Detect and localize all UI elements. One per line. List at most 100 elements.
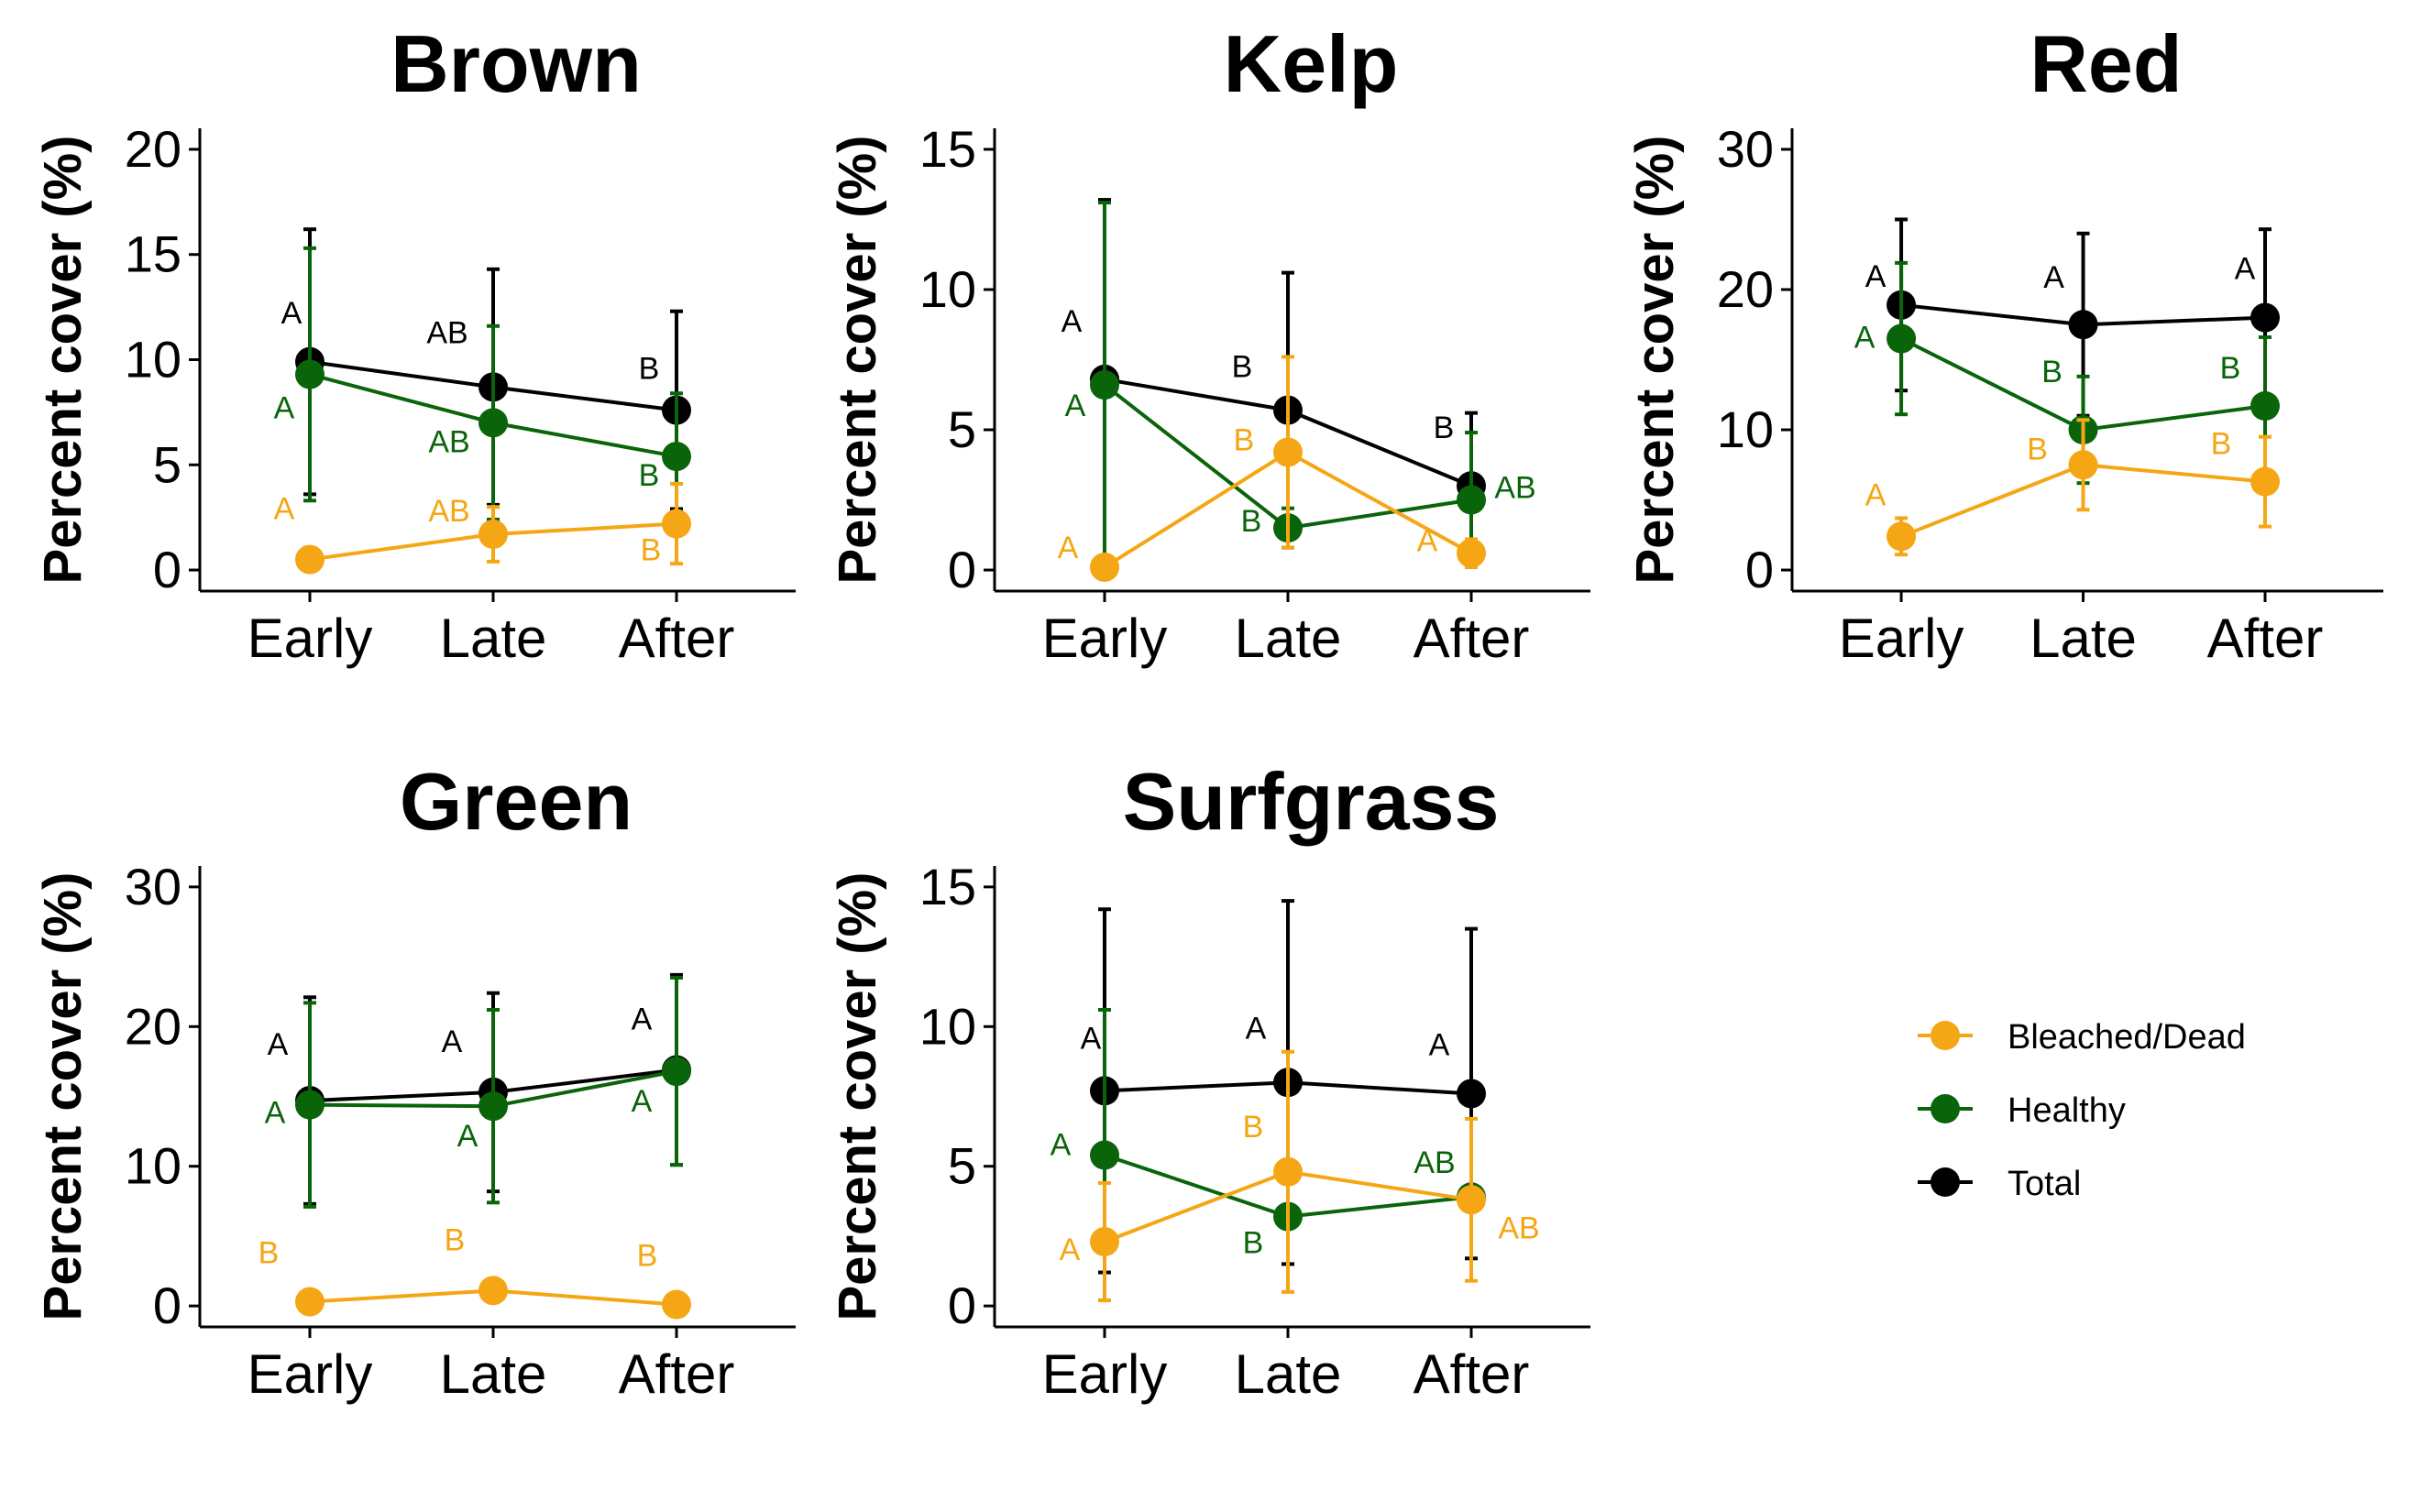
significance-letter: A (274, 391, 295, 426)
significance-letter: B (445, 1222, 466, 1257)
panel-title: Green (400, 756, 632, 847)
legend-item-bleached-dead: Bleached/Dead (1918, 1018, 2246, 1057)
significance-letter: AB (1498, 1211, 1539, 1245)
data-point (662, 509, 691, 539)
series-healthy: A A A (265, 975, 691, 1209)
panel-red: Red Percent cover (%) 0 10 20 30 Early Late Afte… (1625, 18, 2383, 669)
significance-letter: A (442, 1024, 463, 1059)
significance-letter: A (457, 1119, 478, 1154)
y-tick-label: 10 (919, 260, 976, 318)
data-point (2250, 391, 2280, 421)
legend-marker-icon (1930, 1021, 1960, 1050)
data-point (1457, 485, 1486, 515)
x-tick-label: After (2207, 608, 2324, 669)
significance-letter: B (1232, 350, 1253, 385)
significance-letter: B (1243, 1110, 1264, 1145)
significance-letter: B (2211, 427, 2232, 462)
series-bleached-dead: AB AB (1060, 1049, 1540, 1303)
data-point (1090, 1227, 1119, 1257)
significance-letter: A (1065, 389, 1086, 423)
x-tick-label: Late (1235, 608, 1342, 669)
y-tick-label: 0 (1745, 541, 1774, 598)
data-point (2250, 466, 2280, 497)
significance-letter: A (1854, 321, 1876, 356)
legend: Bleached/Dead Healthy Total (1918, 1018, 2246, 1203)
data-point (2250, 302, 2280, 333)
significance-letter: B (2220, 351, 2241, 386)
significance-letter: B (639, 458, 660, 493)
y-axis-label: Percent cover (%) (828, 872, 887, 1321)
series-total: A A A (268, 972, 691, 1206)
significance-letter: AB (428, 494, 469, 529)
significance-letter: B (641, 533, 662, 568)
series-total: A B B (1062, 198, 1486, 561)
data-point (1273, 1156, 1303, 1187)
y-axis-label: Percent cover (%) (33, 136, 93, 585)
significance-letter: B (1234, 423, 1255, 458)
significance-letter: A (632, 1084, 653, 1119)
significance-letter: A (1865, 477, 1886, 512)
significance-letter: B (258, 1236, 280, 1271)
data-point (478, 408, 508, 438)
y-tick-label: 5 (153, 435, 182, 493)
significance-letter: A (1062, 304, 1083, 339)
y-tick-label: 15 (919, 120, 976, 178)
series-bleached-dead: A AB B (274, 481, 691, 575)
panel-title: Surfgrass (1123, 756, 1500, 847)
data-point (295, 544, 324, 575)
y-tick-label: 0 (153, 541, 182, 598)
data-point (1273, 437, 1303, 467)
data-point (1886, 521, 1917, 552)
panel-title: Red (2030, 18, 2182, 109)
series-total: A AB B (281, 227, 691, 511)
y-tick-label: 20 (1717, 260, 1774, 318)
x-tick-label: After (1414, 1343, 1530, 1405)
y-tick-label: 20 (125, 997, 182, 1055)
data-point (1457, 1079, 1486, 1109)
significance-letter: B (1241, 504, 1262, 539)
x-tick-label: After (619, 1343, 735, 1405)
y-tick-label: 10 (919, 997, 976, 1055)
significance-letter: A (268, 1027, 289, 1062)
legend-label: Total (2008, 1165, 2081, 1203)
data-point (478, 520, 508, 550)
panel-brown: Brown Percent cover (%) 0 5 10 15 20 Early Late A… (33, 18, 796, 669)
significance-letter: A (1246, 1011, 1267, 1046)
x-tick-label: Early (248, 608, 373, 669)
y-tick-label: 0 (948, 1276, 976, 1334)
significance-letter: A (274, 492, 295, 527)
significance-letter: A (1417, 524, 1438, 559)
legend-item-total: Total (1918, 1165, 2081, 1203)
y-axis-label: Percent cover (%) (1625, 136, 1685, 585)
data-point (1090, 370, 1119, 400)
x-tick-label: After (1414, 608, 1530, 669)
significance-letter: AB (1414, 1145, 1455, 1180)
data-point (1457, 538, 1486, 568)
series-healthy: A AB B (274, 246, 691, 521)
significance-letter: AB (426, 315, 468, 350)
data-point (1090, 552, 1119, 582)
significance-letter: B (2041, 355, 2062, 389)
significance-letter: AB (428, 424, 469, 459)
y-tick-label: 15 (125, 225, 182, 283)
significance-letter: B (637, 1239, 658, 1274)
legend-marker-icon (1930, 1094, 1960, 1123)
significance-letter: A (2043, 260, 2064, 295)
x-tick-label: Late (440, 608, 547, 669)
panel-green: Green Percent cover (%) 0 10 20 30 Early Late Af… (33, 756, 796, 1405)
series-bleached-dead: A B B (1865, 418, 2280, 557)
legend-label: Bleached/Dead (2008, 1018, 2246, 1057)
data-point (295, 1287, 324, 1317)
x-tick-label: Late (2030, 608, 2137, 669)
y-tick-label: 0 (153, 1276, 182, 1334)
legend-label: Healthy (2008, 1091, 2126, 1130)
legend-marker-icon (1930, 1167, 1960, 1197)
y-tick-label: 5 (948, 1137, 976, 1195)
y-tick-label: 15 (919, 858, 976, 915)
data-point (478, 1091, 508, 1122)
y-axis-label: Percent cover (%) (828, 136, 887, 585)
significance-letter: AB (1494, 471, 1535, 506)
y-tick-label: 20 (125, 120, 182, 178)
